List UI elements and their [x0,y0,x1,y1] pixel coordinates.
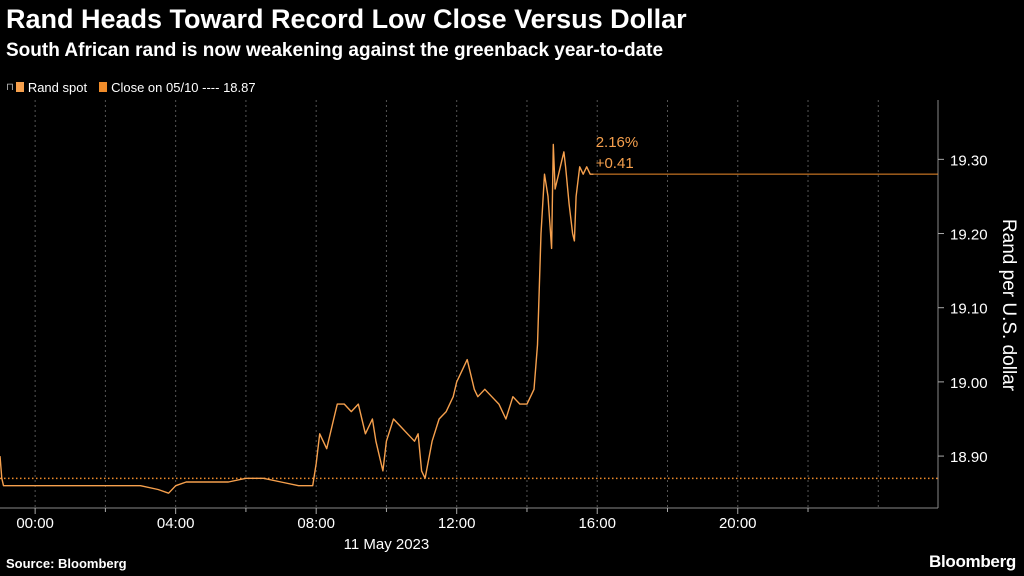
bloomberg-logo: Bloomberg [928,552,1016,571]
x-tick-label: 16:00 [578,515,616,532]
x-tick-label: 12:00 [438,515,476,532]
source-note: Source: Bloomberg [6,556,127,571]
legend-label-rand-spot: Rand spot [27,79,88,95]
legend-item-close: Close on 05/10 ---- 18.87 [99,80,256,95]
chart-subtitle: South African rand is now weakening agai… [6,40,664,61]
legend-swatch-close [99,82,108,92]
axis-layer: 19.30 19.20 19.10 19.00 18.90 Rand per U.S. d… [0,100,1019,553]
series-line-rand-spot [0,143,594,494]
chart-legend: ⊓ Rand spot Close on 05/10 ---- 18.87 [6,78,268,96]
label-layer: 2.16% +0.41 [596,134,639,172]
x-tick-label: 20:00 [719,515,757,532]
y-tick-label: 19.10 [950,301,988,318]
series-layer [0,143,938,494]
legend-label-close: Close on 05/10 ---- 18.87 [111,79,256,95]
change-value-label: +0.41 [596,155,634,172]
y-tick-label: 19.30 [950,152,988,169]
x-tick-label: 04:00 [157,515,195,532]
x-axis-title: 11 May 2023 [344,536,430,553]
y-axis-title: Rand per U.S. dollar [998,219,1019,392]
legend-line-icon: ⊓ [6,81,14,93]
grid-layer [34,100,879,508]
chart-title: Rand Heads Toward Record Low Close Versu… [6,4,687,34]
legend-swatch-rand-spot [15,82,24,92]
y-tick-label: 18.90 [950,449,988,466]
legend-item-rand-spot: Rand spot [15,79,88,95]
change-percent-label: 2.16% [596,134,639,151]
y-tick-label: 19.20 [950,227,988,244]
y-tick-label: 19.00 [950,375,988,392]
x-tick-label: 08:00 [297,515,335,532]
x-tick-label: 00:00 [16,515,54,532]
